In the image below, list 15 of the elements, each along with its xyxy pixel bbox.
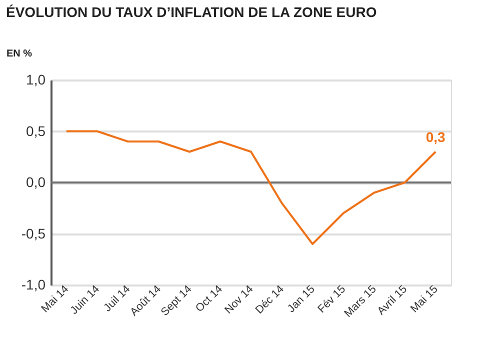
x-tick-label: Jan 15 — [285, 283, 318, 316]
y-tick-label: 0,0 — [26, 174, 46, 190]
chart-title: ÉVOLUTION DU TAUX D’INFLATION DE LA ZONE EURO — [6, 4, 377, 20]
y-axis-title: EN % — [6, 48, 32, 60]
x-tick-label: Mai 15 — [408, 283, 440, 316]
x-tick-label: Juil 14 — [102, 283, 133, 314]
y-tick-label: -1,0 — [21, 276, 46, 292]
x-tick-label: Déc 14 — [253, 283, 287, 316]
y-tick-label: -0,5 — [21, 225, 46, 242]
x-tick-label: Nov 14 — [222, 283, 256, 316]
x-tick-label: Oct 14 — [194, 283, 225, 315]
data-label: 0,3 — [426, 128, 446, 145]
x-tick-label: Juin 14 — [68, 283, 102, 317]
y-tick-label: 1,0 — [26, 72, 46, 88]
y-tick-label: 0,5 — [26, 122, 46, 139]
